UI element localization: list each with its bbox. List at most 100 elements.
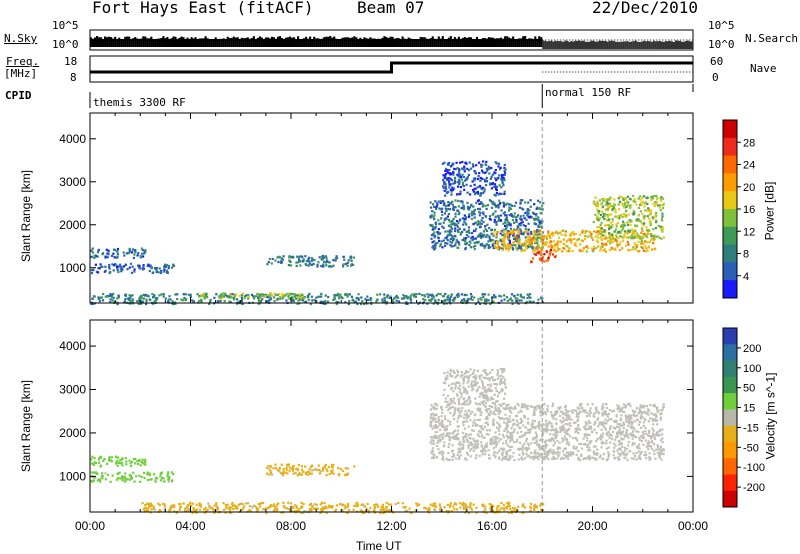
velocity-pixel	[540, 429, 543, 432]
power-pixel	[517, 302, 520, 305]
velocity-pixel	[276, 503, 279, 506]
velocity-pixel	[324, 463, 328, 466]
power-pixel	[292, 296, 295, 300]
velocity-pixel	[552, 449, 555, 452]
velocity-pixel	[600, 428, 603, 431]
power-pixel	[322, 302, 325, 305]
velocity-pixel	[621, 406, 624, 409]
velocity-pixel	[161, 476, 164, 480]
power-pixel	[639, 203, 642, 207]
power-pixel	[599, 203, 603, 206]
nsky-trace-bar	[670, 41, 673, 49]
power-pixel	[228, 300, 231, 303]
velocity-pixel	[574, 447, 577, 450]
power-pixel	[423, 295, 426, 298]
velocity-pixel	[299, 506, 303, 509]
velocity-pixel	[445, 457, 448, 460]
velocity-pixel	[538, 427, 541, 430]
power-pixel	[431, 241, 434, 244]
velocity-pixel	[543, 403, 546, 406]
power-pixel	[467, 215, 470, 219]
nsky-trace-bar	[405, 39, 408, 47]
velocity-pixel	[169, 508, 172, 511]
velocity-pixel	[431, 427, 434, 430]
velocity-pixel	[97, 478, 100, 481]
velocity-pixel	[566, 429, 569, 432]
nsky-trace-bar	[427, 39, 430, 47]
nsky-trace-bar	[182, 37, 185, 47]
power-pixel	[182, 293, 185, 296]
power-pixel	[102, 292, 105, 296]
power-pixel	[446, 230, 449, 233]
velocity-pixel	[503, 421, 506, 424]
power-pixel	[590, 232, 593, 236]
nsky-trace-bar	[146, 38, 149, 47]
velocity-pixel	[552, 414, 555, 417]
velocity-pixel	[304, 465, 307, 468]
velocity-pixel	[507, 437, 510, 440]
power-pixel	[112, 252, 115, 255]
power-pixel	[640, 203, 643, 206]
power-pixel	[116, 303, 119, 306]
nsky-trace-bar	[646, 41, 649, 49]
nsky-trace-bar	[389, 36, 392, 47]
power-pixel	[436, 202, 439, 205]
power-pixel	[116, 247, 119, 251]
power-pixel	[650, 239, 653, 242]
power-pixel	[255, 295, 258, 298]
power-pixel	[328, 261, 331, 264]
power-pixel	[502, 229, 506, 233]
velocity-pixel	[118, 471, 121, 474]
power-pixel	[131, 248, 134, 251]
velocity-pixel	[144, 458, 147, 462]
power-pixel	[506, 220, 509, 223]
power-pixel	[548, 235, 551, 238]
power-pixel	[645, 196, 648, 199]
velocity-pixel	[530, 502, 533, 505]
power-pixel	[342, 265, 345, 268]
power-pixel	[644, 234, 647, 237]
velocity-pixel	[438, 451, 442, 454]
power-pixel	[448, 297, 451, 300]
velocity-pixel	[312, 507, 315, 510]
power-pixel	[304, 255, 307, 258]
power-pixel	[527, 222, 530, 225]
power-pixel	[522, 214, 525, 217]
nsky-trace-bar	[136, 38, 139, 47]
nsky-trace-bar	[660, 41, 663, 49]
power-pixel	[145, 300, 148, 303]
nsky-trace-bar	[524, 36, 527, 47]
power-pixel	[644, 245, 647, 248]
power-pixel	[261, 298, 264, 301]
velocity-pixel	[647, 413, 650, 416]
power-pixel	[466, 207, 470, 210]
velocity-pixel	[270, 504, 273, 507]
power-pixel	[138, 299, 141, 302]
power-pixel	[536, 207, 539, 210]
power-pixel	[501, 241, 504, 244]
power-colorbar-cell	[723, 262, 737, 281]
power-pixel	[473, 296, 476, 299]
velocity-pixel	[640, 413, 643, 416]
power-pixel	[466, 167, 469, 170]
power-pixel	[451, 220, 454, 223]
velocity-pixel	[110, 460, 113, 463]
power-pixel	[623, 203, 626, 206]
velocity-pixel	[559, 457, 563, 460]
power-pixel	[460, 293, 463, 296]
velocity-pixel	[438, 422, 441, 425]
power-pixel	[470, 295, 473, 298]
velocity-pixel	[462, 505, 465, 508]
power-pixel	[494, 194, 497, 197]
velocity-pixel	[643, 418, 646, 421]
velocity-pixel	[454, 408, 457, 411]
power-pixel	[503, 236, 506, 239]
velocity-pixel	[552, 439, 555, 443]
power-pixel	[269, 298, 273, 301]
power-pixel	[526, 210, 529, 213]
nsky-trace-bar	[640, 41, 643, 49]
velocity-pixel	[504, 413, 507, 416]
velocity-pixel	[466, 506, 470, 509]
velocity-pixel	[586, 403, 589, 406]
power-pixel	[513, 204, 516, 208]
